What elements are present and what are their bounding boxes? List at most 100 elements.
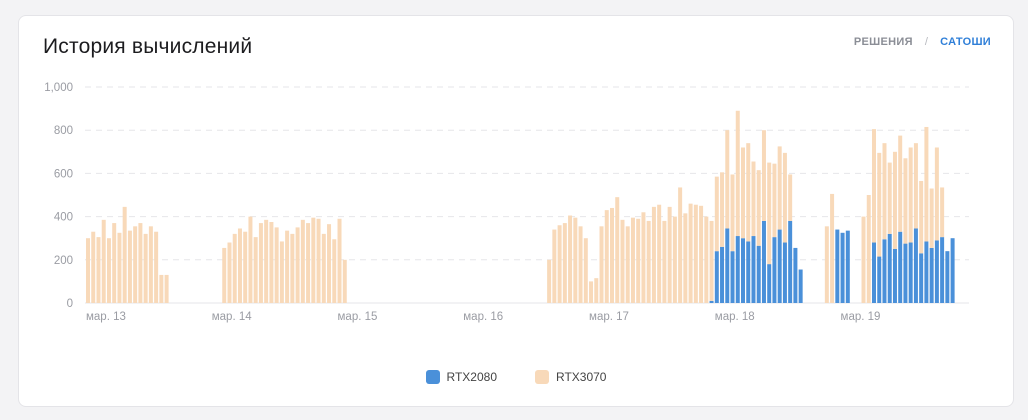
bar-rtx3070 [861,216,866,303]
bar-rtx2080 [934,240,939,303]
bar-rtx2080 [924,241,929,303]
bar-rtx2080 [877,256,882,303]
bar-rtx3070 [924,126,929,242]
bar-rtx2080 [840,232,845,303]
bar-rtx2080 [720,246,725,303]
bar-rtx2080 [882,239,887,303]
bar-rtx3070 [699,205,704,303]
bar-rtx3070 [316,218,321,303]
metric-tabs: РЕШЕНИЯ / САТОШИ [854,36,991,48]
bar-rtx2080 [908,242,913,303]
bar-rtx2080 [772,237,777,303]
bar-rtx3070 [777,146,782,230]
bar-rtx2080 [913,228,918,303]
bar-rtx3070 [138,223,143,303]
bar-rtx3070 [929,188,934,248]
bar-rtx3070 [746,143,751,242]
bar-rtx3070 [295,227,300,303]
bar-rtx3070 [625,226,630,303]
bar-rtx3070 [767,162,772,265]
bar-rtx2080 [872,242,876,303]
bar-rtx2080 [887,233,892,303]
bar-rtx3070 [101,219,106,303]
bar-rtx3070 [143,233,148,303]
y-tick-label: 400 [54,212,73,224]
bar-rtx3070 [127,230,132,303]
bar-rtx3070 [594,278,599,303]
bar-rtx3070 [761,130,766,221]
bar-rtx3070 [636,218,641,303]
bar-rtx3070 [725,130,730,229]
bar-rtx3070 [269,222,274,303]
bar-rtx3070 [164,274,169,303]
bar-rtx3070 [327,224,332,303]
bar-rtx2080 [746,241,751,303]
bar-rtx3070 [898,135,903,232]
bar-rtx3070 [222,247,227,303]
bar-rtx3070 [573,217,578,303]
bar-rtx3070 [285,230,290,303]
bar-rtx3070 [578,226,583,303]
bar-rtx2080 [777,229,782,303]
bar-rtx3070 [877,152,882,257]
bar-rtx3070 [730,174,735,252]
bar-rtx3070 [615,197,620,303]
bar-rtx3070 [332,239,337,303]
bar-rtx3070 [148,226,153,303]
bar-rtx2080 [730,251,735,303]
bar-rtx3070 [552,229,557,303]
bar-rtx2080 [898,231,903,303]
bar-rtx3070 [704,216,709,303]
card-title: История вычислений [43,35,253,58]
y-tick-label: 800 [54,125,73,137]
bar-rtx3070 [568,215,573,303]
bar-rtx3070 [662,220,667,303]
bar-rtx3070 [908,147,913,243]
bar-rtx3070 [892,151,897,249]
x-tick-label: мар. 16 [463,311,503,323]
x-tick-label: мар. 13 [86,311,126,323]
bar-rtx3070 [290,233,295,303]
bar-rtx3070 [772,163,777,238]
bar-rtx3070 [159,274,164,303]
bar-rtx3070 [934,147,939,241]
bar-rtx3070 [882,143,887,240]
y-tick-label: 600 [54,168,73,180]
bar-rtx3070 [599,226,604,303]
bar-rtx3070 [264,219,269,303]
bar-rtx3070 [693,204,698,303]
bar-rtx3070 [678,187,683,303]
bar-rtx3070 [620,219,625,303]
bar-rtx3070 [237,228,242,303]
bar-rtx2080 [835,229,840,303]
bar-rtx2080 [845,230,850,303]
x-tick-label: мар. 19 [841,311,881,323]
bar-rtx3070 [96,237,101,303]
bar-rtx3070 [248,216,253,303]
legend-swatch-rtx2080 [425,370,440,384]
bar-rtx3070 [557,225,562,303]
bar-rtx3070 [672,216,677,303]
legend-label-rtx3070: RTX3070 [556,370,607,384]
computation-history-card: История вычислений РЕШЕНИЯ / САТОШИ 0 200… [18,15,1014,407]
tab-solutions[interactable]: РЕШЕНИЯ [853,36,913,48]
bar-rtx3070 [106,238,111,303]
bar-rtx3070 [117,232,122,303]
bar-rtx3070 [940,187,945,238]
bar-rtx2080 [751,236,756,303]
bar-rtx2080 [756,245,761,303]
bar-rtx3070 [788,174,793,221]
bar-rtx3070 [253,237,258,303]
bar-rtx2080 [940,237,945,303]
bar-rtx3070 [311,217,316,303]
legend-item-rtx2080[interactable]: RTX2080 [425,370,497,384]
bar-rtx3070 [232,233,237,303]
bar-rtx3070 [306,223,311,303]
bar-rtx3070 [604,210,609,303]
bar-rtx3070 [782,152,787,243]
bar-rtx3070 [321,233,326,303]
bar-rtx3070 [741,147,745,239]
tab-satoshi[interactable]: САТОШИ [940,36,991,48]
legend-item-rtx3070[interactable]: RTX3070 [535,370,606,384]
x-tick-label: мар. 15 [338,311,378,323]
